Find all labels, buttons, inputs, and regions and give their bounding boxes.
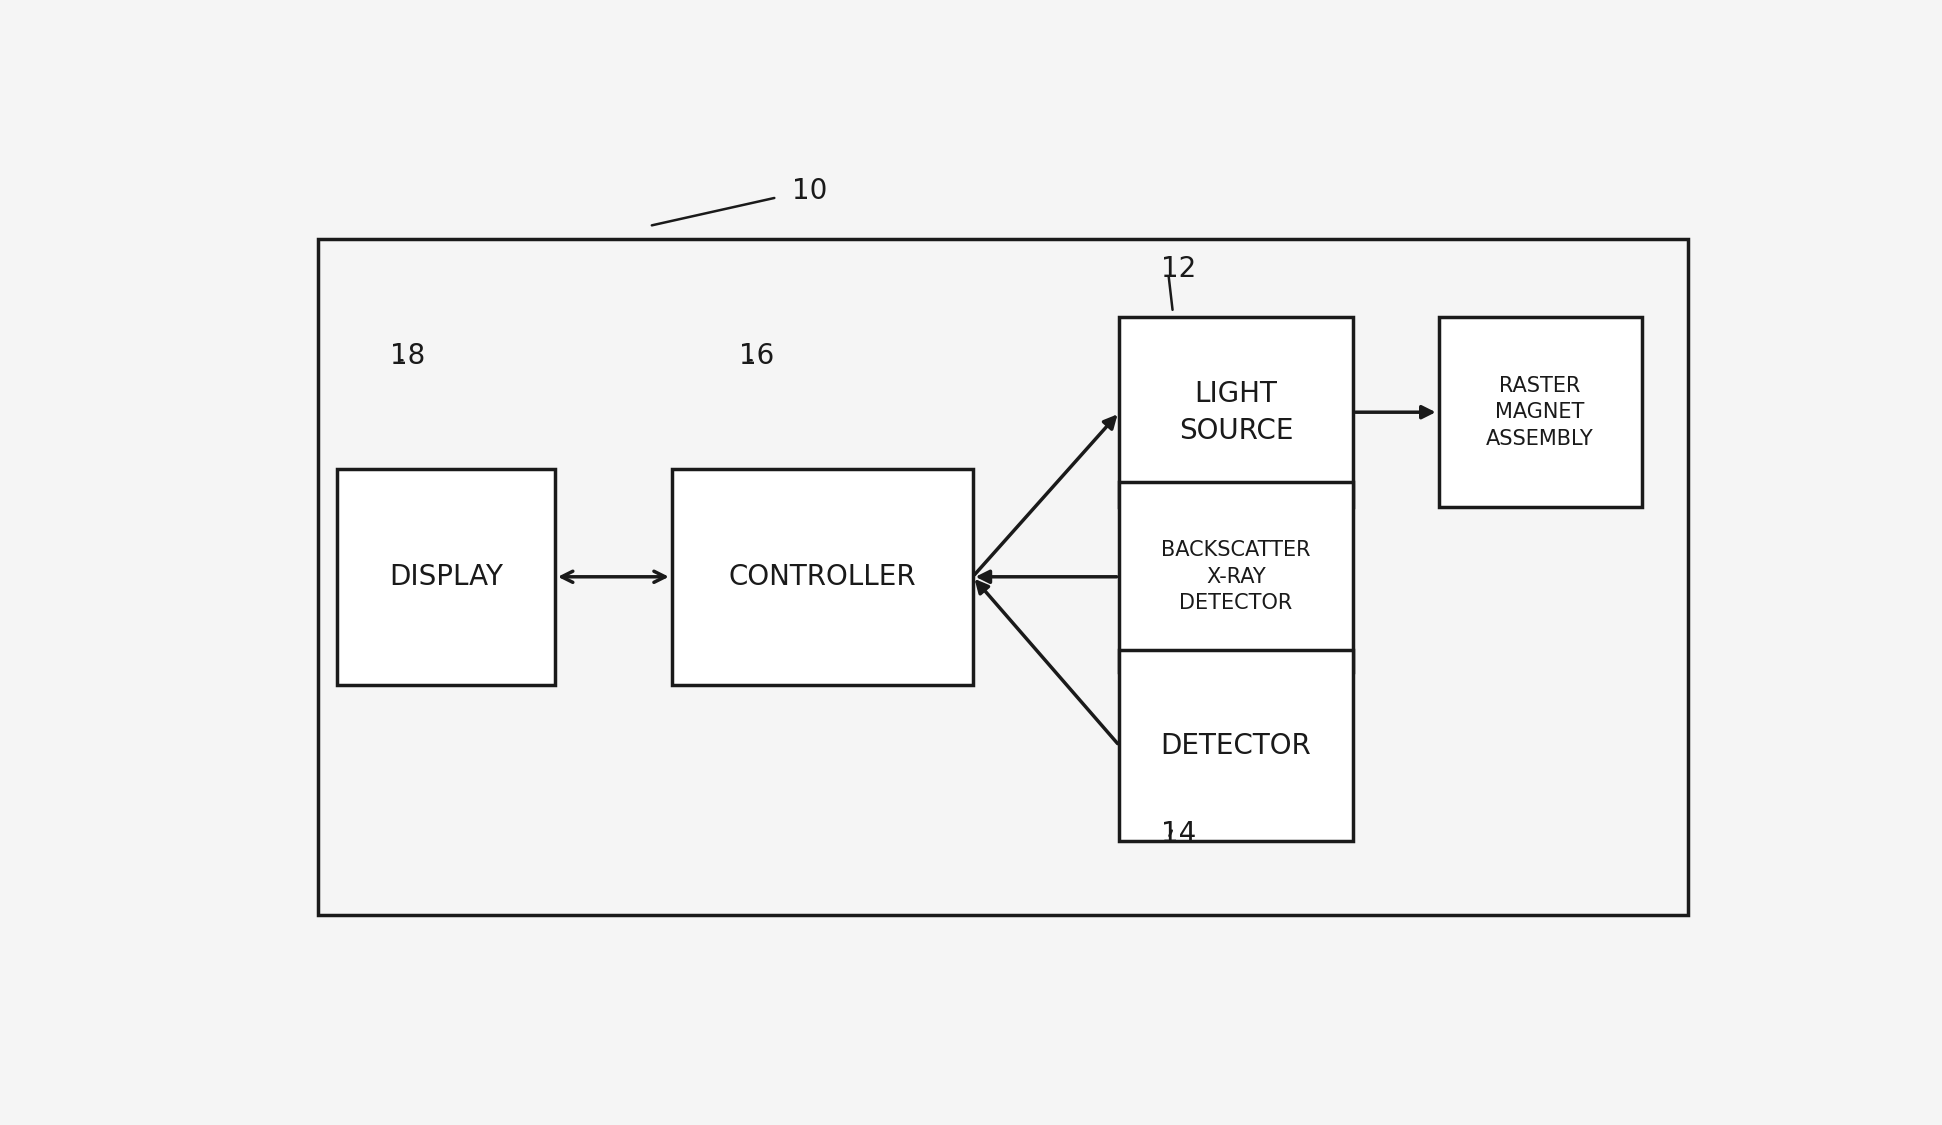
Text: DISPLAY: DISPLAY [388,562,503,591]
Text: 18: 18 [390,342,425,370]
Text: 14: 14 [1161,820,1196,848]
Bar [1439,317,1641,507]
Bar [672,468,973,685]
Text: 10: 10 [792,178,827,205]
Text: 12: 12 [1161,255,1196,284]
Bar [1119,317,1354,507]
Text: CONTROLLER: CONTROLLER [728,562,917,591]
Text: DETECTOR: DETECTOR [1161,731,1311,759]
Text: 16: 16 [740,342,775,370]
Bar [336,468,555,685]
Text: LIGHT
SOURCE: LIGHT SOURCE [1179,380,1293,444]
Text: RASTER
MAGNET
ASSEMBLY: RASTER MAGNET ASSEMBLY [1486,376,1594,449]
Bar [1119,482,1354,672]
Text: BACKSCATTER
X-RAY
DETECTOR: BACKSCATTER X-RAY DETECTOR [1161,540,1311,613]
Bar [1119,650,1354,842]
Bar [318,238,1688,915]
